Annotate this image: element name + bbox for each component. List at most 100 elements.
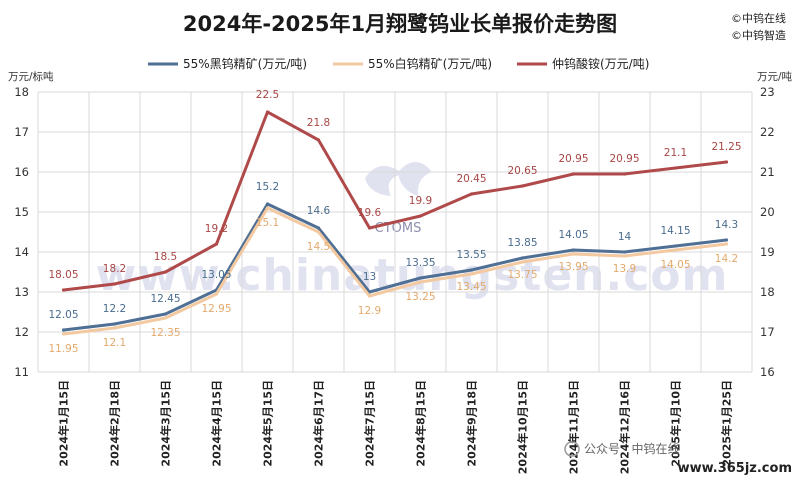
data-point [520, 184, 525, 188]
data-label: 20.95 [609, 153, 639, 165]
data-label: 18.2 [103, 263, 126, 275]
brand-line-1: ©中钨在线 [731, 11, 786, 25]
data-point [316, 138, 321, 142]
data-label: 12.1 [103, 337, 126, 349]
data-label: 13 [363, 271, 376, 283]
data-point [520, 260, 525, 264]
data-point [622, 172, 627, 176]
brand-line-2: ©中钨智造 [731, 28, 786, 42]
data-point [622, 250, 627, 254]
x-tick-label: 2024年12月16日 [618, 380, 632, 474]
data-point [418, 214, 423, 218]
grid-layer [37, 91, 753, 373]
x-tick-label: 2024年8月15日 [414, 380, 428, 467]
data-point [571, 248, 576, 252]
data-point [112, 326, 117, 330]
data-point [469, 192, 474, 196]
data-point [622, 254, 627, 258]
x-tick-label: 2024年2月18日 [108, 380, 122, 467]
y-left-unit: 万元/标吨 [8, 70, 54, 83]
y-right-tick-label: 21 [760, 165, 775, 179]
data-point [469, 272, 474, 276]
data-point [418, 276, 423, 280]
site-url: www.365jz.com [678, 461, 792, 476]
data-label: 13.25 [405, 291, 435, 303]
data-point [163, 270, 168, 274]
y-left-tick-label: 13 [14, 285, 29, 299]
data-label: 18.5 [154, 251, 177, 263]
data-point [61, 288, 66, 292]
legend-label-scheelite: 55%白钨精矿(万元/吨) [368, 56, 492, 71]
data-point [724, 238, 729, 242]
x-tick-label: 2024年9月18日 [465, 380, 479, 467]
x-tick-label: 2024年7月15日 [363, 380, 377, 467]
x-tick-label: 2024年5月15日 [261, 380, 275, 467]
data-label: 13.55 [456, 249, 486, 261]
series-line-2 [63, 110, 727, 292]
data-label: 19.9 [409, 195, 432, 207]
x-tick-label: 2024年11月15日 [567, 380, 581, 474]
data-label: 12.45 [150, 293, 180, 305]
data-label: 19.6 [358, 207, 382, 219]
y-right-tick-label: 18 [760, 285, 775, 299]
data-label: 20.65 [507, 165, 537, 177]
data-point [163, 316, 168, 320]
y-right-tick-label: 20 [760, 205, 775, 219]
data-label: 14.2 [715, 253, 738, 265]
data-point [265, 206, 270, 210]
data-label: 15.1 [256, 217, 279, 229]
data-label: 12.9 [358, 305, 381, 317]
watermark-logo-icon [365, 162, 432, 196]
series-line-0 [63, 202, 727, 332]
data-point [214, 292, 219, 296]
data-label: 13.45 [456, 281, 486, 293]
y-right-unit: 万元/吨 [757, 70, 793, 83]
legend: 55%黑钨精矿(万元/吨) 55%白钨精矿(万元/吨) 仲钨酸铵(万元/吨) [148, 56, 649, 71]
data-point [724, 242, 729, 246]
y-right-tick-label: 19 [760, 245, 775, 259]
legend-label-apt: 仲钨酸铵(万元/吨) [552, 56, 649, 71]
data-point [673, 166, 678, 170]
x-tick-label: 2025年1月10日 [669, 380, 683, 467]
data-label: 21.8 [307, 117, 330, 129]
data-label: 13.75 [507, 269, 537, 281]
data-label: 13.35 [405, 257, 435, 269]
wechat-icon [564, 441, 580, 457]
series-layer [61, 110, 729, 336]
axis-layer: 11 12 13 14 15 16 17 18 16 17 18 19 20 21 22 23 2024年1月1… [14, 85, 774, 474]
data-label: 15.2 [256, 181, 279, 193]
y-left-tick-label: 17 [14, 125, 29, 139]
data-point [571, 172, 576, 176]
data-label: 12.95 [201, 303, 231, 315]
x-tick-label: 2024年4月15日 [210, 380, 224, 467]
data-label: 12.35 [150, 327, 180, 339]
watermark-logo-text: CTOMS [375, 221, 422, 236]
y-right-tick-label: 23 [760, 85, 775, 99]
data-point [673, 244, 678, 248]
y-left-tick-label: 14 [14, 245, 29, 259]
data-label: 20.45 [456, 173, 486, 185]
x-tick-label: 2024年10月15日 [516, 380, 530, 474]
data-point [112, 322, 117, 326]
chart-title: 2024年-2025年1月翔鹭钨业长单报价走势图 [183, 12, 617, 36]
data-label: 22.5 [256, 89, 279, 101]
x-tick-label: 2024年6月17日 [312, 380, 326, 467]
data-label: 18.05 [48, 269, 78, 281]
data-point [316, 226, 321, 230]
x-tick-label: 2025年1月25日 [720, 380, 734, 467]
series-line-1 [63, 206, 727, 336]
data-label: 14.3 [715, 219, 738, 231]
wechat-label: 公众号 · 中钨在线 [584, 441, 679, 456]
data-label: 13.85 [507, 237, 537, 249]
data-point [469, 268, 474, 272]
data-label: 13.05 [201, 269, 231, 281]
data-point [214, 242, 219, 246]
data-label: 12.2 [103, 303, 126, 315]
data-point [571, 252, 576, 256]
data-label: 14.6 [307, 205, 331, 217]
data-label: 13.9 [613, 263, 636, 275]
data-label: 20.95 [558, 153, 588, 165]
data-label: 14.5 [307, 241, 330, 253]
data-label: 14.05 [558, 229, 588, 241]
